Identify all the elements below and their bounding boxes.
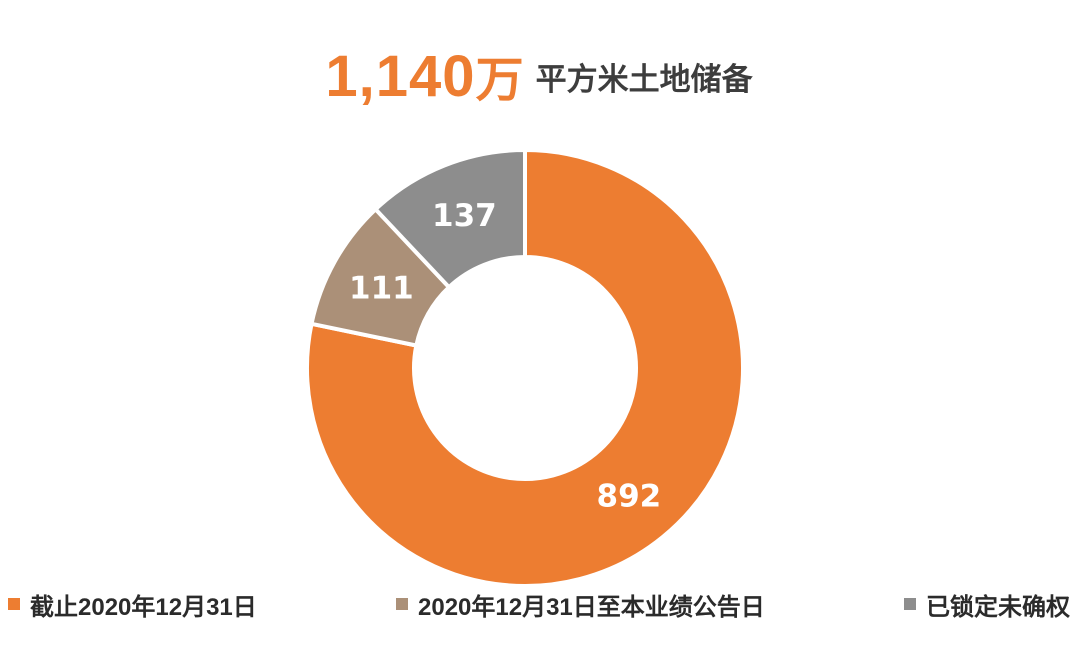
chart-title: 1,140万 平方米土地储备	[0, 40, 1078, 110]
title-unit: 万	[475, 54, 524, 107]
slice-value-label: 137	[432, 198, 497, 234]
legend-item-1: 2020年12月31日至本业绩公告日	[396, 587, 765, 622]
slice-value-label: 111	[349, 271, 414, 307]
legend-label: 已锁定未确权	[926, 593, 1070, 621]
donut-slice-2	[373, 148, 527, 290]
legend-marker-gray	[904, 598, 916, 610]
legend-marker-tan	[396, 598, 408, 610]
legend-item-0: 截止2020年12月31日	[8, 587, 257, 622]
title-suffix: 平方米土地储备	[535, 62, 753, 97]
title-headline-number: 1,140	[325, 44, 476, 109]
legend-item-2: 已锁定未确权	[904, 587, 1070, 622]
legend-label: 截止2020年12月31日	[30, 593, 257, 621]
donut-slice-0	[305, 148, 745, 588]
slice-value-label: 892	[597, 478, 662, 514]
legend-label: 2020年12月31日至本业绩公告日	[418, 593, 765, 621]
legend-marker-orange	[8, 598, 20, 610]
chart-legend: 截止2020年12月31日 2020年12月31日至本业绩公告日 已锁定未确权	[8, 586, 1070, 622]
